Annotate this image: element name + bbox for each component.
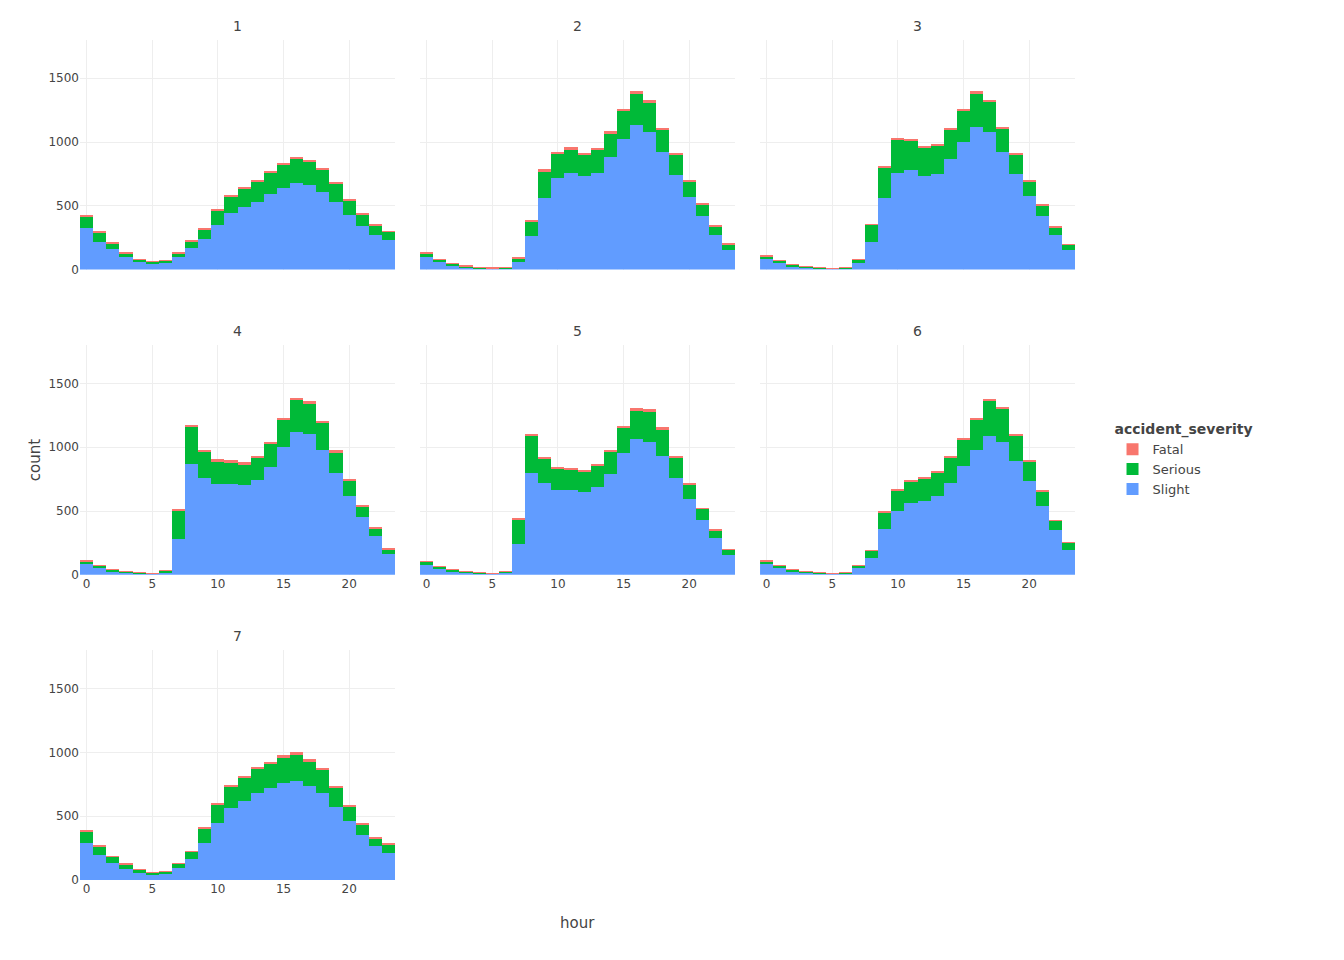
svg-text:10: 10: [210, 882, 225, 896]
svg-text:1000: 1000: [48, 135, 79, 149]
svg-text:5: 5: [573, 323, 582, 339]
svg-text:15: 15: [616, 577, 631, 591]
svg-text:1000: 1000: [48, 440, 79, 454]
svg-text:hour: hour: [560, 914, 595, 932]
svg-text:5: 5: [148, 577, 156, 591]
svg-text:15: 15: [276, 577, 291, 591]
svg-text:15: 15: [276, 882, 291, 896]
svg-text:5: 5: [148, 882, 156, 896]
svg-text:5: 5: [488, 577, 496, 591]
svg-text:0: 0: [83, 882, 91, 896]
svg-text:15: 15: [956, 577, 971, 591]
svg-text:0: 0: [83, 577, 91, 591]
svg-text:2: 2: [573, 18, 582, 34]
svg-text:7: 7: [233, 628, 242, 644]
svg-text:20: 20: [1022, 577, 1037, 591]
svg-text:1500: 1500: [48, 71, 79, 85]
svg-text:0: 0: [763, 577, 771, 591]
svg-text:5: 5: [828, 577, 836, 591]
svg-text:Fatal: Fatal: [1153, 442, 1184, 457]
svg-text:1500: 1500: [48, 377, 79, 391]
svg-text:1: 1: [233, 18, 242, 34]
svg-text:0: 0: [71, 263, 79, 277]
svg-text:10: 10: [890, 577, 905, 591]
svg-text:0: 0: [71, 873, 79, 887]
svg-text:20: 20: [682, 577, 697, 591]
svg-text:Slight: Slight: [1153, 482, 1190, 497]
svg-text:20: 20: [342, 882, 357, 896]
svg-text:20: 20: [342, 577, 357, 591]
svg-text:3: 3: [913, 18, 922, 34]
svg-text:count: count: [26, 439, 44, 481]
svg-text:10: 10: [210, 577, 225, 591]
svg-text:6: 6: [913, 323, 922, 339]
svg-text:1500: 1500: [48, 682, 79, 696]
svg-text:0: 0: [423, 577, 431, 591]
svg-text:500: 500: [56, 199, 79, 213]
svg-text:500: 500: [56, 504, 79, 518]
svg-text:10: 10: [550, 577, 565, 591]
svg-text:1000: 1000: [48, 746, 79, 760]
svg-text:Serious: Serious: [1153, 462, 1201, 477]
svg-text:500: 500: [56, 809, 79, 823]
svg-text:0: 0: [71, 568, 79, 582]
svg-text:4: 4: [233, 323, 242, 339]
svg-text:accident_severity: accident_severity: [1115, 421, 1253, 438]
